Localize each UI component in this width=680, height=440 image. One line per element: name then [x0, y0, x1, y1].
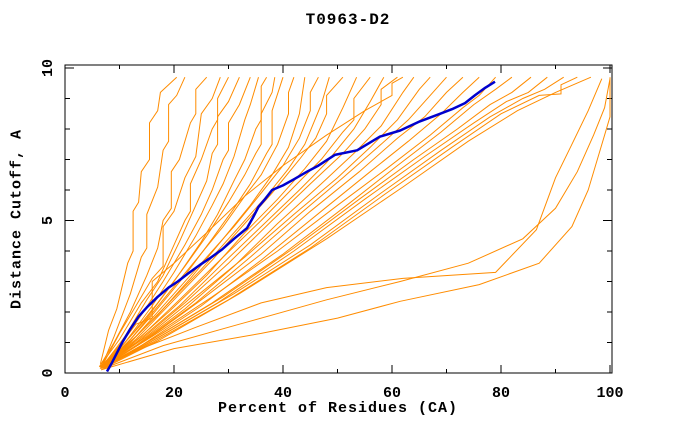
x-tick-label: 80: [492, 385, 510, 402]
model-curve: [102, 77, 259, 366]
model-curve: [102, 76, 532, 368]
model-curve: [98, 76, 208, 368]
y-tick-label: 10: [40, 59, 57, 77]
model-curve: [101, 76, 385, 368]
model-curve: [104, 76, 319, 365]
model-curve: [105, 76, 404, 365]
model-curve: [100, 77, 611, 371]
model-curve: [101, 76, 578, 369]
model-curve: [103, 76, 564, 368]
model-curve: [103, 76, 371, 366]
reference-curve: [105, 80, 496, 373]
model-curve: [104, 77, 276, 365]
model-curve: [103, 76, 240, 365]
model-curve: [100, 76, 480, 369]
x-tick-label: 40: [274, 385, 292, 402]
model-curve: [102, 78, 603, 368]
model-curve: [101, 76, 186, 366]
model-curve: [100, 77, 306, 368]
x-tick-label: 20: [165, 385, 183, 402]
model-curve: [102, 76, 344, 366]
model-curve: [103, 78, 611, 369]
model-curve: [103, 77, 295, 366]
y-tick-label: 0: [40, 368, 57, 377]
x-tick-label: 100: [596, 385, 623, 402]
model-curve: [105, 76, 496, 366]
x-tick-label: 60: [383, 385, 401, 402]
model-curve: [101, 77, 330, 368]
model-curve: [101, 77, 284, 368]
model-curve: [99, 76, 178, 365]
x-axis-label: Percent of Residues (CA): [217, 400, 459, 417]
model-curve: [102, 77, 221, 365]
y-tick-label: 5: [40, 216, 57, 225]
model-curve: [104, 76, 431, 366]
model-curve: [102, 76, 398, 368]
plot-frame: [64, 64, 613, 374]
x-tick-label: 0: [60, 385, 69, 402]
chart-title: T0963-D2: [305, 11, 391, 29]
model-curve: [102, 76, 447, 368]
model-curve: [103, 76, 464, 368]
model-curve: [100, 76, 415, 369]
model-curve: [102, 76, 592, 369]
